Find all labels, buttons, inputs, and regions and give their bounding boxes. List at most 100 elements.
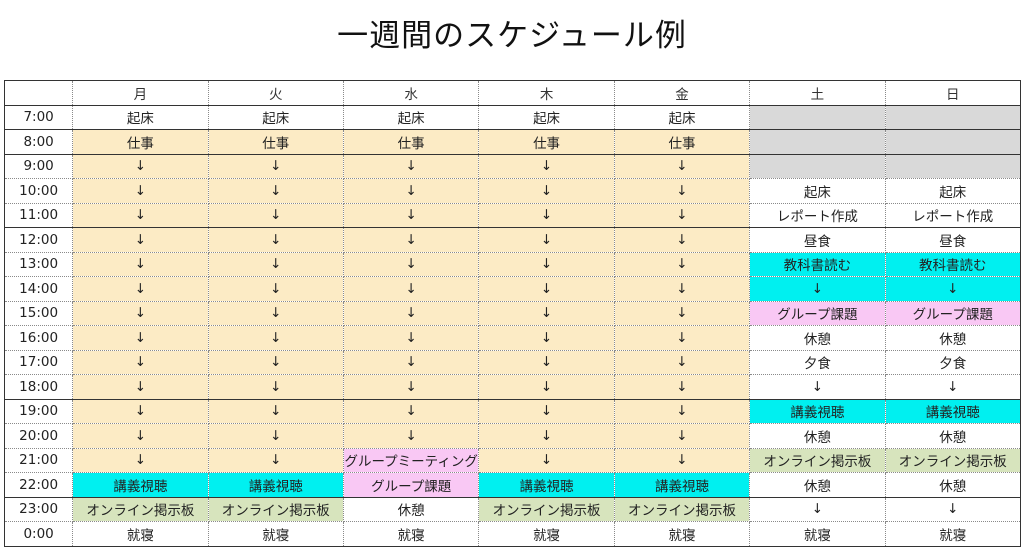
schedule-cell: ↓ — [478, 423, 615, 449]
schedule-cell: ↓ — [207, 300, 344, 326]
schedule-cell: グループミーティング — [342, 447, 480, 473]
schedule-cell: 仕事 — [207, 129, 344, 155]
table-row: 21:00 ↓ ↓ グループミーティング ↓ ↓ オンライン掲示板 オンライン掲示板 — [3, 447, 1022, 473]
schedule-cell: 講義視聴 — [478, 472, 615, 498]
schedule-cell: 講義視聴 — [207, 472, 344, 498]
schedule-cell: ↓ — [342, 153, 480, 179]
schedule-cell: 仕事 — [342, 129, 480, 155]
schedule-cell: ↓ — [342, 398, 480, 424]
schedule-cell: オンライン掲示板 — [884, 447, 1022, 473]
schedule-cell: ↓ — [613, 202, 751, 228]
day-header-tue: 火 — [207, 80, 344, 106]
schedule-cell: ↓ — [478, 202, 615, 228]
schedule-cell: 起床 — [613, 104, 751, 130]
schedule-cell: ↓ — [72, 325, 209, 351]
schedule-cell: ↓ — [478, 251, 615, 277]
schedule-cell: ↓ — [207, 325, 344, 351]
schedule-cell: ↓ — [207, 374, 344, 400]
table-row: 10:00 ↓ ↓ ↓ ↓ ↓ 起床 起床 — [3, 178, 1022, 204]
day-header-sun: 日 — [884, 80, 1022, 106]
schedule-cell: ↓ — [478, 300, 615, 326]
schedule-cell: ↓ — [478, 374, 615, 400]
schedule-cell: ↓ — [749, 374, 886, 400]
time-cell: 23:00 — [3, 496, 74, 522]
table-row: 9:00 ↓ ↓ ↓ ↓ ↓ — [3, 153, 1022, 179]
schedule-cell: 仕事 — [478, 129, 615, 155]
schedule-cell: ↓ — [613, 300, 751, 326]
schedule-cell: ↓ — [72, 276, 209, 302]
schedule-cell — [884, 153, 1022, 179]
schedule-cell: オンライン掲示板 — [72, 496, 209, 522]
schedule-cell: ↓ — [342, 349, 480, 375]
time-cell: 0:00 — [3, 521, 74, 547]
schedule-cell: ↓ — [478, 398, 615, 424]
table-row: 18:00 ↓ ↓ ↓ ↓ ↓ ↓ ↓ — [3, 374, 1022, 400]
time-cell: 7:00 — [3, 104, 74, 130]
schedule-cell: グループ課題 — [342, 472, 480, 498]
time-cell: 11:00 — [3, 202, 74, 228]
schedule-cell: ↓ — [72, 178, 209, 204]
schedule-cell: グループ課題 — [749, 300, 886, 326]
page-title: 一週間のスケジュール例 — [337, 18, 687, 54]
schedule-cell: ↓ — [884, 374, 1022, 400]
schedule-cell: ↓ — [72, 227, 209, 253]
schedule-cell: 就寝 — [613, 521, 751, 547]
schedule-cell: 休憩 — [342, 496, 480, 522]
table-row: 12:00 ↓ ↓ ↓ ↓ ↓ 昼食 昼食 — [3, 227, 1022, 253]
schedule-cell: ↓ — [342, 251, 480, 277]
schedule-cell: ↓ — [207, 349, 344, 375]
schedule-cell: ↓ — [207, 251, 344, 277]
schedule-cell: 休憩 — [884, 423, 1022, 449]
schedule-cell: ↓ — [478, 349, 615, 375]
time-cell: 9:00 — [3, 153, 74, 179]
schedule-cell: ↓ — [72, 202, 209, 228]
schedule-cell: ↓ — [613, 374, 751, 400]
schedule-cell: ↓ — [72, 300, 209, 326]
schedule-cell: ↓ — [207, 153, 344, 179]
schedule-cell: ↓ — [613, 423, 751, 449]
schedule-cell — [749, 153, 886, 179]
table-row: 20:00 ↓ ↓ ↓ ↓ ↓ 休憩 休憩 — [3, 423, 1022, 449]
schedule-cell: 講義視聴 — [884, 398, 1022, 424]
schedule-cell: 起床 — [749, 178, 886, 204]
time-cell: 13:00 — [3, 251, 74, 277]
schedule-cell: 講義視聴 — [749, 398, 886, 424]
day-header-sat: 土 — [749, 80, 886, 106]
time-cell: 21:00 — [3, 447, 74, 473]
schedule-cell: 講義視聴 — [72, 472, 209, 498]
schedule-cell: ↓ — [613, 227, 751, 253]
table-row: 14:00 ↓ ↓ ↓ ↓ ↓ ↓ ↓ — [3, 276, 1022, 302]
schedule-cell: 夕食 — [884, 349, 1022, 375]
schedule-cell: ↓ — [207, 178, 344, 204]
schedule-cell: ↓ — [613, 325, 751, 351]
table-row: 16:00 ↓ ↓ ↓ ↓ ↓ 休憩 休憩 — [3, 325, 1022, 351]
schedule-cell: ↓ — [342, 374, 480, 400]
table-row: 11:00 ↓ ↓ ↓ ↓ ↓ レポート作成 レポート作成 — [3, 202, 1022, 228]
schedule-cell: ↓ — [72, 153, 209, 179]
schedule-cell: ↓ — [613, 153, 751, 179]
schedule-cell: 講義視聴 — [613, 472, 751, 498]
schedule-cell: ↓ — [342, 325, 480, 351]
day-header-wed: 水 — [342, 80, 480, 106]
schedule-cell: 就寝 — [72, 521, 209, 547]
schedule-cell: ↓ — [342, 276, 480, 302]
schedule-cell: 休憩 — [884, 472, 1022, 498]
schedule-cell: オンライン掲示板 — [613, 496, 751, 522]
schedule-cell: 夕食 — [749, 349, 886, 375]
schedule-cell: ↓ — [342, 178, 480, 204]
schedule-cell: ↓ — [613, 178, 751, 204]
schedule-cell: ↓ — [72, 374, 209, 400]
day-header-fri: 金 — [613, 80, 751, 106]
schedule-cell: 休憩 — [749, 472, 886, 498]
schedule-cell: ↓ — [72, 398, 209, 424]
schedule-cell: ↓ — [72, 251, 209, 277]
table-row: 7:00 起床 起床 起床 起床 起床 — [3, 104, 1022, 130]
schedule-cell: ↓ — [207, 423, 344, 449]
schedule-cell: ↓ — [613, 276, 751, 302]
schedule-cell: レポート作成 — [749, 202, 886, 228]
schedule-cell: グループ課題 — [884, 300, 1022, 326]
schedule-cell: ↓ — [749, 496, 886, 522]
schedule-cell — [749, 129, 886, 155]
schedule-cell: ↓ — [884, 496, 1022, 522]
schedule-cell: ↓ — [478, 325, 615, 351]
